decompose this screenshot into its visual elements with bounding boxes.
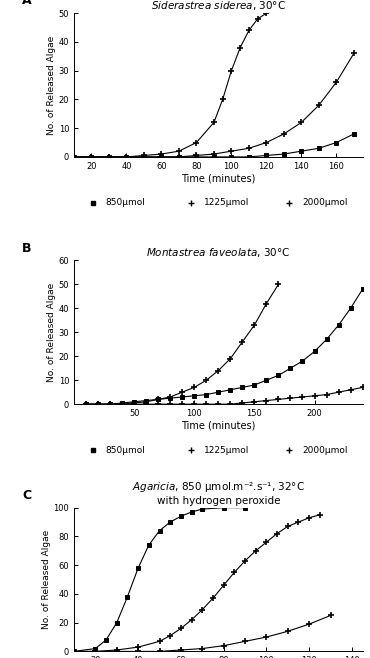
- Text: C: C: [22, 489, 31, 502]
- Title: $\it{Agaricia}$, 850 μmol.m⁻².s⁻¹, 32°C
with hydrogen peroxide: $\it{Agaricia}$, 850 μmol.m⁻².s⁻¹, 32°C …: [132, 480, 305, 505]
- Title: $\it{Montastrea\ faveolata}$, 30°C: $\it{Montastrea\ faveolata}$, 30°C: [146, 246, 290, 259]
- Text: 1225μmol: 1225μmol: [204, 445, 249, 455]
- Y-axis label: No. of Released Algae: No. of Released Algae: [47, 36, 56, 135]
- Y-axis label: No. of Released Algae: No. of Released Algae: [41, 530, 51, 629]
- Text: 850μmol: 850μmol: [106, 199, 146, 207]
- X-axis label: Time (minutes): Time (minutes): [181, 421, 256, 431]
- X-axis label: Time (minutes): Time (minutes): [181, 174, 256, 184]
- Text: 850μmol: 850μmol: [106, 445, 146, 455]
- Text: 2000μmol: 2000μmol: [302, 199, 347, 207]
- Text: B: B: [22, 241, 31, 255]
- Text: 2000μmol: 2000μmol: [302, 445, 347, 455]
- Text: 1225μmol: 1225μmol: [204, 199, 249, 207]
- Text: A: A: [22, 0, 32, 7]
- Y-axis label: No. of Released Algae: No. of Released Algae: [47, 283, 56, 382]
- Title: $\it{Siderastrea\ siderea}$, 30°C: $\it{Siderastrea\ siderea}$, 30°C: [151, 0, 286, 12]
